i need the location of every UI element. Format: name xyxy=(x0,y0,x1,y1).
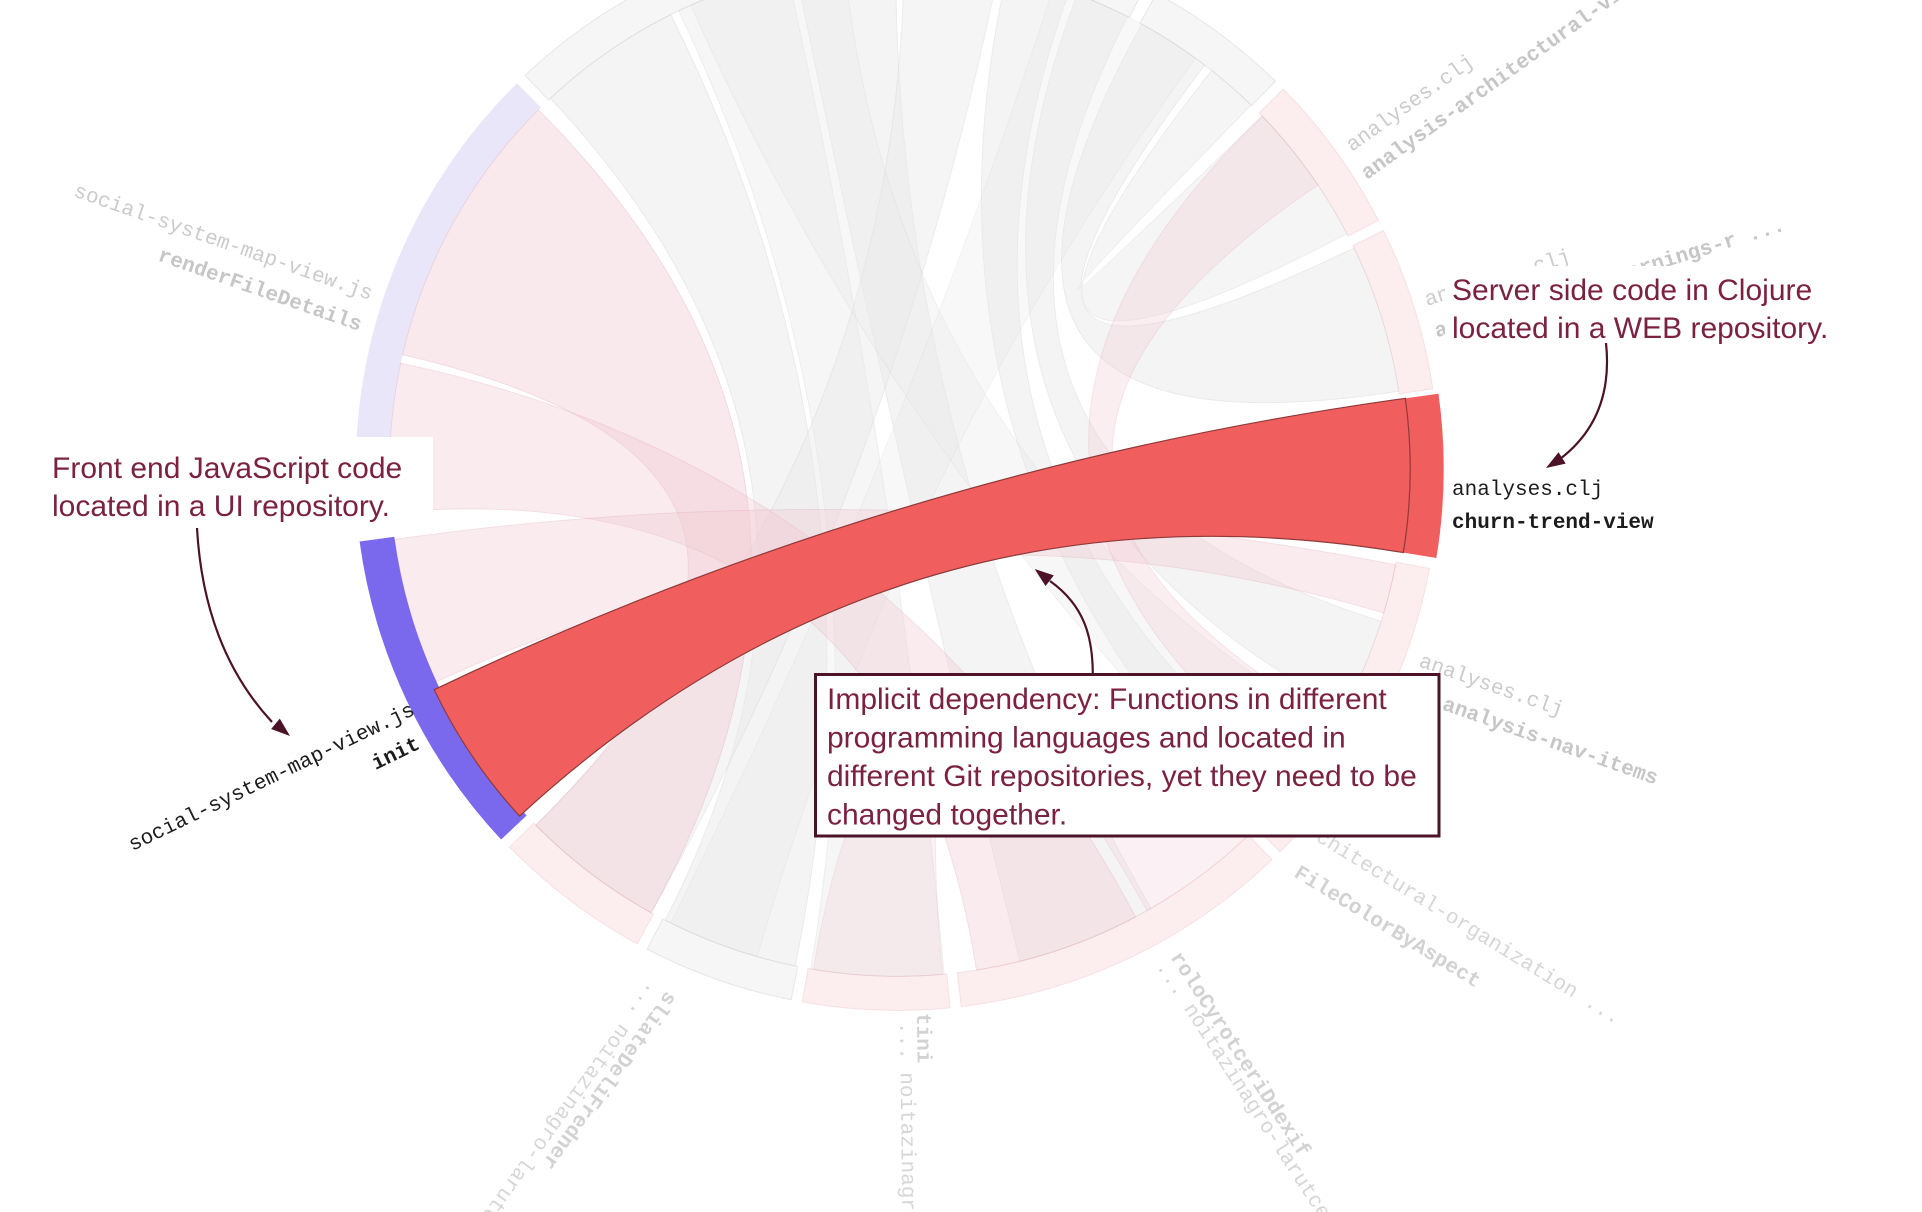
svg-text:Front end JavaScript code: Front end JavaScript code xyxy=(52,452,402,485)
svg-text:changed together.: changed together. xyxy=(827,799,1067,832)
svg-text:tini: tini xyxy=(910,1013,934,1064)
svg-text:programming languages and loca: programming languages and located in xyxy=(827,722,1346,755)
svg-text:... noitazinagro-larutcetihcra: ... noitazinagro-larutcetihcra xyxy=(893,1022,921,1212)
svg-text:located in a UI repository.: located in a UI repository. xyxy=(52,490,390,523)
svg-text:different Git repositories, ye: different Git repositories, yet they nee… xyxy=(827,760,1417,793)
svg-text:churn-trend-view: churn-trend-view xyxy=(1452,512,1654,535)
svg-text:Server side code in Clojure: Server side code in Clojure xyxy=(1452,274,1812,307)
svg-text:located in a WEB repository.: located in a WEB repository. xyxy=(1452,312,1828,345)
svg-text:analyses.clj: analyses.clj xyxy=(1452,479,1603,502)
svg-text:Implicit dependency: Functions: Implicit dependency: Functions in differ… xyxy=(827,683,1387,716)
